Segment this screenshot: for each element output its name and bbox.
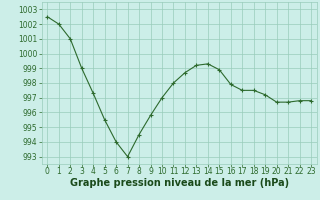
- X-axis label: Graphe pression niveau de la mer (hPa): Graphe pression niveau de la mer (hPa): [70, 178, 289, 188]
